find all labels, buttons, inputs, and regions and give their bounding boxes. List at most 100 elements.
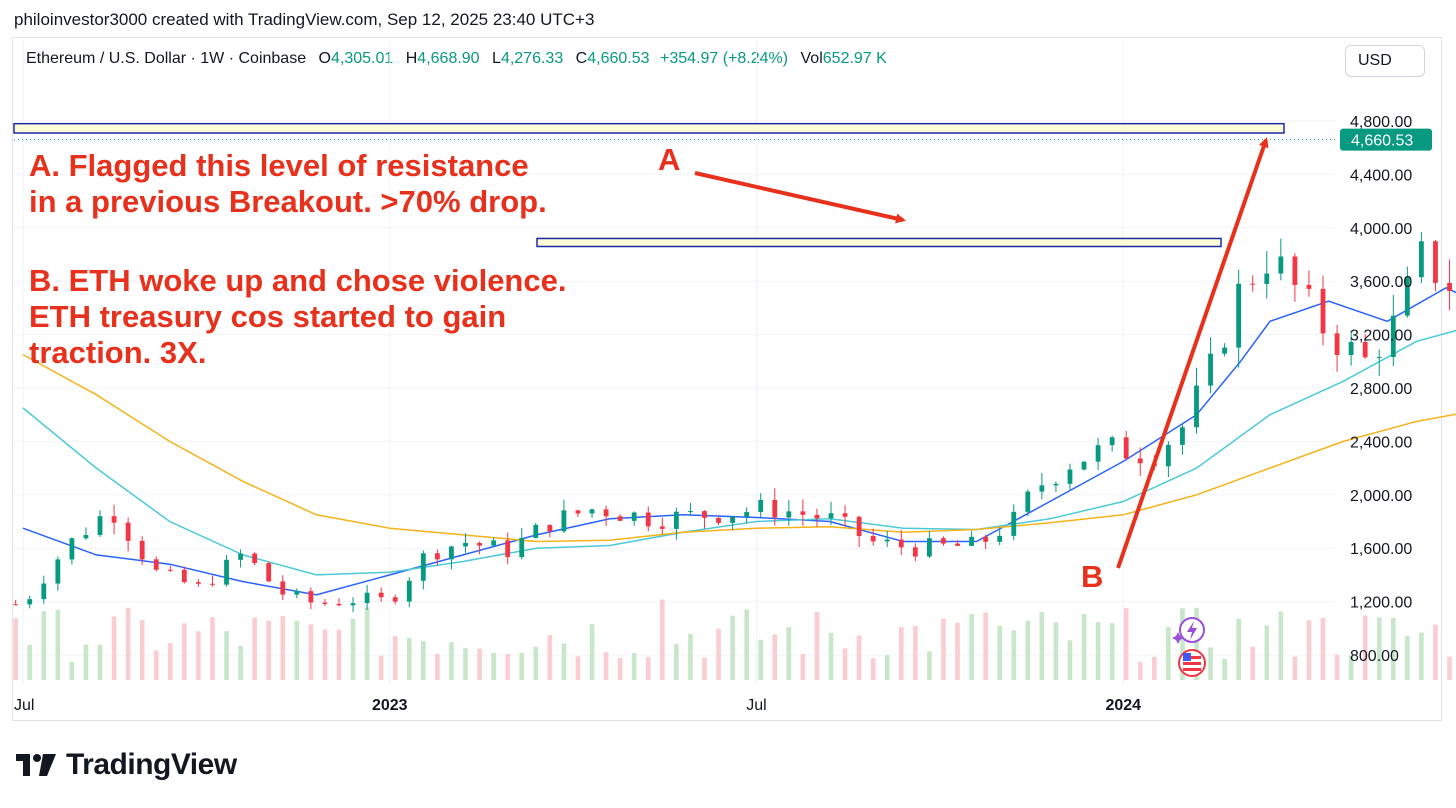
volume-bar [266, 620, 271, 680]
candle-body [196, 582, 201, 584]
volume-bar [1067, 640, 1073, 680]
volume-bar [111, 616, 117, 680]
volume-bar [491, 652, 496, 680]
close-label: C [575, 50, 588, 67]
volume-bar [828, 632, 834, 680]
volume-bar [1025, 620, 1031, 680]
volume-bar [1264, 625, 1270, 680]
candle-body [603, 509, 609, 517]
resistance-zones [13, 122, 1285, 248]
candle-body [1194, 385, 1199, 428]
volume-bar [139, 620, 145, 680]
candlesticks [13, 232, 1452, 613]
volume-bar [842, 648, 848, 680]
candle-body [378, 592, 384, 598]
candle-body [1109, 437, 1115, 446]
volume-bar [772, 634, 778, 680]
candle-body [1236, 283, 1242, 348]
candle-body [688, 511, 693, 513]
volume-bar [983, 612, 988, 680]
volume-bar [716, 628, 721, 680]
volume-bars [13, 599, 1452, 680]
volume-bar [1320, 618, 1326, 680]
candle-body [870, 536, 876, 542]
volume-bar [631, 653, 637, 680]
lightning-badge-icon[interactable] [1172, 617, 1205, 644]
volume-bar [421, 641, 426, 680]
candle-body [589, 509, 595, 514]
candle-body [898, 539, 904, 548]
candle-body [617, 516, 623, 521]
annotation-a-line-1: A. Flagged this level of resistance [29, 148, 529, 183]
candle-body [27, 599, 33, 605]
candle-body [1447, 282, 1452, 292]
candle-body [1390, 315, 1396, 358]
candle-body [13, 604, 19, 606]
currency-button[interactable]: USD [1345, 45, 1425, 77]
tradingview-logo[interactable]: TradingView [16, 748, 237, 782]
annotation-b-line-1: B. ETH woke up and chose violence. [29, 263, 567, 298]
candle-body [969, 536, 974, 546]
candle-body [364, 592, 370, 604]
volume-bar [1447, 656, 1452, 680]
resistance-zone-lower [536, 237, 1222, 248]
volume-bar [350, 618, 356, 680]
candle-body [1165, 444, 1171, 467]
candle-body [1320, 288, 1326, 334]
y-tick-label: 4,400.00 [1350, 167, 1412, 184]
annotation-b-line-2: ETH treasury cos started to gain [29, 299, 507, 334]
volume-bar [336, 629, 342, 680]
candle-body [1362, 341, 1368, 358]
volume-bar [83, 644, 89, 680]
last-price-label: 4,660.53 [1351, 133, 1413, 150]
annotation-a-line-2: in a previous Breakout. >70% drop. [29, 184, 547, 219]
candle-body [69, 538, 75, 560]
volume-bar [955, 622, 960, 680]
candle-body [744, 512, 750, 517]
volume-bar [884, 655, 890, 680]
candle-body [716, 517, 721, 523]
volume-bar [1222, 658, 1227, 680]
volume-bar [1109, 623, 1115, 680]
candle-body [55, 559, 61, 584]
y-tick-label: 2,800.00 [1350, 381, 1412, 398]
volume-bar [505, 653, 510, 680]
candle-body [1011, 511, 1017, 536]
volume-bar [702, 657, 707, 680]
volume-bar [589, 624, 595, 680]
candle-body [912, 547, 918, 557]
volume-bar [13, 618, 18, 680]
candle-body [575, 510, 581, 514]
volume-bar [1250, 646, 1256, 680]
volume-bar [575, 656, 581, 680]
volume-bar [1137, 661, 1143, 680]
close-value: 4,660.53 [587, 50, 650, 67]
symbol-name[interactable]: Ethereum / U.S. Dollar · 1W · Coinbase [26, 50, 307, 67]
candle-body [41, 583, 47, 600]
us-flag-icon[interactable] [1178, 649, 1206, 677]
volume-bar [406, 637, 412, 680]
moving-averages [22, 287, 1456, 596]
volume-bar [1095, 622, 1101, 680]
volume-bar [378, 655, 384, 680]
candle-body [125, 522, 131, 541]
volume-bar [55, 609, 61, 680]
volume-bar [1306, 620, 1312, 680]
x-tick-label: 2023 [372, 697, 408, 714]
volume-bar [1433, 624, 1438, 680]
volume-bar [322, 629, 328, 680]
y-tick-label: 2,000.00 [1350, 488, 1412, 505]
candle-body [800, 511, 806, 515]
y-tick-label: 3,600.00 [1350, 274, 1412, 291]
annotation-b-line-3: traction. 3X. [29, 335, 207, 370]
volume-bar [927, 651, 932, 680]
candle-body [266, 563, 272, 582]
candle-body [350, 603, 356, 606]
volume-bar [1348, 655, 1354, 680]
y-tick-label: 3,200.00 [1350, 328, 1412, 345]
volume-bar [364, 607, 370, 680]
candle-body [983, 536, 989, 542]
candle-body [941, 538, 946, 544]
volume-bar [660, 599, 665, 680]
